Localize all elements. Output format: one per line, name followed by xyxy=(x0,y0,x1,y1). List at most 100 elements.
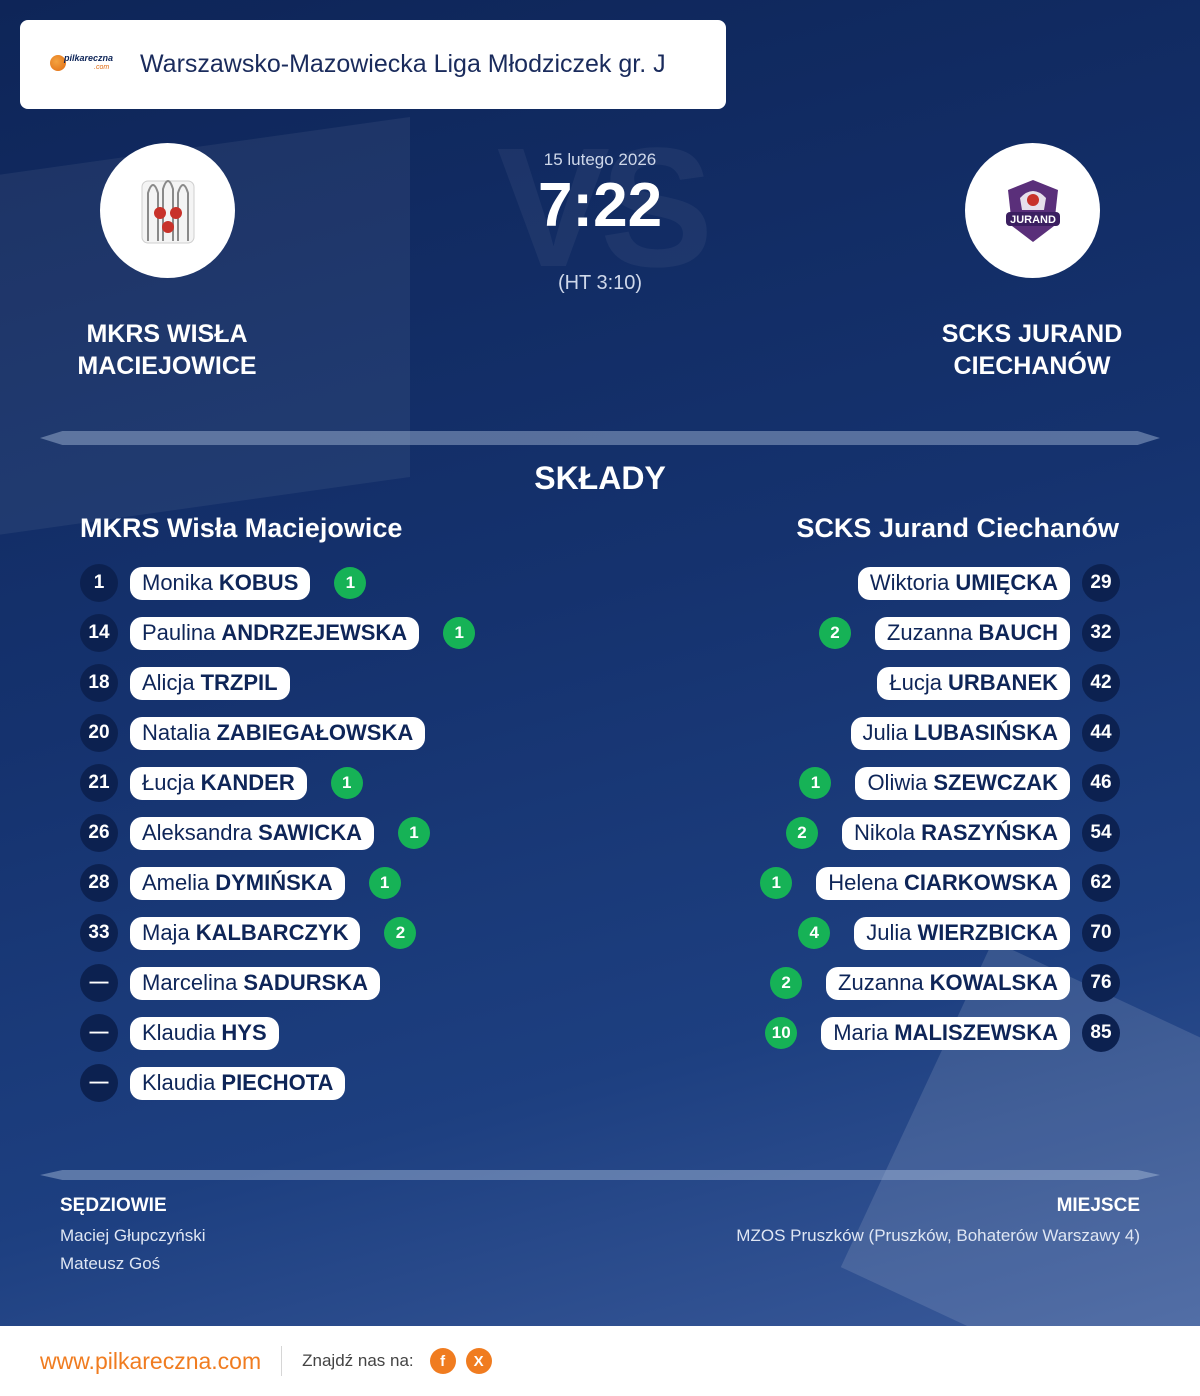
goals-badge: 2 xyxy=(384,917,417,949)
player-first-name: Łucja xyxy=(142,770,195,795)
player-name[interactable]: Alicja TRZPIL xyxy=(130,666,290,700)
player-row: 26 Aleksandra SAWICKA 1 xyxy=(80,808,475,858)
player-row: 1 Monika KOBUS 1 xyxy=(80,558,475,608)
player-last-name: MALISZEWSKA xyxy=(894,1020,1058,1045)
player-row: — Marcelina SADURSKA xyxy=(80,958,475,1008)
player-name[interactable]: Klaudia PIECHOTA xyxy=(130,1066,346,1100)
player-name[interactable]: Julia LUBASIŃSKA xyxy=(850,716,1070,750)
home-lineup: 1 Monika KOBUS 1 14 Paulina ANDRZEJEWSKA 1 18 Ali… xyxy=(80,558,476,1108)
logo-com: .com xyxy=(94,63,110,71)
player-name[interactable]: Natalia ZABIEGAŁOWSKA xyxy=(130,716,426,750)
footer: www.pilkareczna.com Znajdź nas na: f X xyxy=(0,1326,1200,1396)
jurand-crest-text: JURAND xyxy=(1010,214,1056,226)
player-name[interactable]: Klaudia HYS xyxy=(130,1016,279,1050)
player-last-name: DYMIŃSKA xyxy=(215,870,333,895)
player-number: 14 xyxy=(80,614,118,652)
home-team-name: MKRS WISŁA MACIEJOWICE xyxy=(77,320,257,380)
player-first-name: Paulina xyxy=(142,620,216,645)
player-row: Wiktoria UMIĘCKA 29 xyxy=(760,558,1120,608)
player-number: 42 xyxy=(1082,664,1120,702)
player-last-name: RASZYŃSKA xyxy=(921,820,1058,845)
player-number: — xyxy=(80,1064,118,1102)
player-row: 33 Maja KALBARCZYK 2 xyxy=(80,908,475,958)
vs-watermark: VS xyxy=(496,113,714,303)
lineups-title: SKŁADY xyxy=(534,460,666,496)
player-last-name: HYS xyxy=(221,1020,267,1045)
player-number: — xyxy=(80,1014,118,1052)
facebook-icon[interactable]: f xyxy=(429,1348,456,1374)
player-first-name: Klaudia xyxy=(142,1070,216,1095)
player-first-name: Amelia xyxy=(142,870,210,895)
player-last-name: BAUCH xyxy=(978,620,1058,645)
player-name[interactable]: Aleksandra SAWICKA xyxy=(130,816,374,850)
player-name[interactable]: Zuzanna KOWALSKA xyxy=(826,966,1070,1000)
goals-badge: 2 xyxy=(785,817,818,849)
home-team-crest xyxy=(100,143,235,278)
player-name[interactable]: Marcelina SADURSKA xyxy=(130,966,381,1000)
referees-title: SĘDZIOWIE xyxy=(60,1195,167,1216)
player-last-name: UMIĘCKA xyxy=(955,570,1058,595)
pilkareczna-logo[interactable]: pilkareczna .com xyxy=(50,51,120,79)
goals-badge: 1 xyxy=(443,617,476,649)
halftime-score: (HT 3:10) xyxy=(557,272,643,294)
player-name[interactable]: Maja KALBARCZYK xyxy=(130,916,361,950)
player-row: Łucja URBANEK 42 xyxy=(760,658,1120,708)
player-name[interactable]: Łucja KANDER xyxy=(130,766,307,800)
player-first-name: Alicja xyxy=(142,670,195,695)
player-name[interactable]: Nikola RASZYŃSKA xyxy=(841,816,1070,850)
player-name[interactable]: Julia WIERZBICKA xyxy=(854,916,1070,950)
player-number: 70 xyxy=(1082,914,1120,952)
player-last-name: CIARKOWSKA xyxy=(904,870,1058,895)
ball-icon xyxy=(50,54,66,71)
venue-text: MZOS Pruszków (Pruszków, Bohaterów Warsz… xyxy=(736,1226,1140,1245)
league-header: pilkareczna .com Warszawsko-Mazowiecka L… xyxy=(20,20,726,109)
divider xyxy=(40,1170,1160,1180)
player-row: 10 Maria MALISZEWSKA 85 xyxy=(760,1008,1120,1058)
match-score: 7:22 xyxy=(537,171,663,240)
player-row: 14 Paulina ANDRZEJEWSKA 1 xyxy=(80,608,476,658)
player-last-name: URBANEK xyxy=(948,670,1058,695)
logo-brand: pilkareczna xyxy=(64,52,114,63)
player-name[interactable]: Paulina ANDRZEJEWSKA xyxy=(130,616,420,650)
player-name[interactable]: Helena CIARKOWSKA xyxy=(816,866,1070,900)
player-name[interactable]: Wiktoria UMIĘCKA xyxy=(857,566,1070,600)
player-number: — xyxy=(80,964,118,1002)
player-number: 21 xyxy=(80,764,118,802)
player-first-name: Aleksandra xyxy=(142,820,253,845)
player-last-name: KANDER xyxy=(200,770,295,795)
home-lineup-title: MKRS Wisła Maciejowice xyxy=(80,513,403,543)
player-name[interactable]: Zuzanna BAUCH xyxy=(874,616,1070,650)
league-title: Warszawsko-Mazowiecka Liga Młodziczek gr… xyxy=(140,50,666,78)
player-row: 1 Oliwia SZEWCZAK 46 xyxy=(760,758,1120,808)
jurand-crest-icon: JURAND xyxy=(1005,179,1060,242)
player-row: 4 Julia WIERZBICKA 70 xyxy=(760,908,1120,958)
away-lineup: Wiktoria UMIĘCKA 29 2 Zuzanna BAUCH 32 Łucja URB… xyxy=(760,558,1120,1058)
match-date: 15 lutego 2026 xyxy=(543,150,657,169)
goals-badge: 4 xyxy=(798,917,831,949)
player-last-name: KOBUS xyxy=(218,570,299,595)
player-row: 2 Nikola RASZYŃSKA 54 xyxy=(760,808,1120,858)
player-name[interactable]: Maria MALISZEWSKA xyxy=(821,1016,1070,1050)
footer-separator xyxy=(281,1346,283,1376)
player-row: 1 Helena CIARKOWSKA 62 xyxy=(760,858,1120,908)
player-row: 20 Natalia ZABIEGAŁOWSKA xyxy=(80,708,475,758)
site-link[interactable]: www.pilkareczna.com xyxy=(40,1347,262,1374)
player-name[interactable]: Łucja URBANEK xyxy=(877,666,1070,700)
player-last-name: SADURSKA xyxy=(243,970,369,995)
player-first-name: Zuzanna xyxy=(838,970,924,995)
wisla-crest-icon xyxy=(141,179,194,243)
x-icon[interactable]: X xyxy=(465,1348,492,1374)
goals-badge: 2 xyxy=(818,617,851,649)
player-last-name: KALBARCZYK xyxy=(195,920,349,945)
player-row: 28 Amelia DYMIŃSKA 1 xyxy=(80,858,475,908)
player-name[interactable]: Oliwia SZEWCZAK xyxy=(855,766,1070,800)
goals-badge: 10 xyxy=(765,1017,798,1049)
player-first-name: Zuzanna xyxy=(886,620,973,645)
player-number: 28 xyxy=(80,864,118,902)
player-last-name: WIERZBICKA xyxy=(917,920,1058,945)
player-number: 46 xyxy=(1082,764,1120,802)
player-name[interactable]: Amelia DYMIŃSKA xyxy=(130,866,345,900)
player-last-name: KOWALSKA xyxy=(929,970,1058,995)
player-name[interactable]: Monika KOBUS xyxy=(130,566,311,600)
player-number: 20 xyxy=(80,714,118,752)
